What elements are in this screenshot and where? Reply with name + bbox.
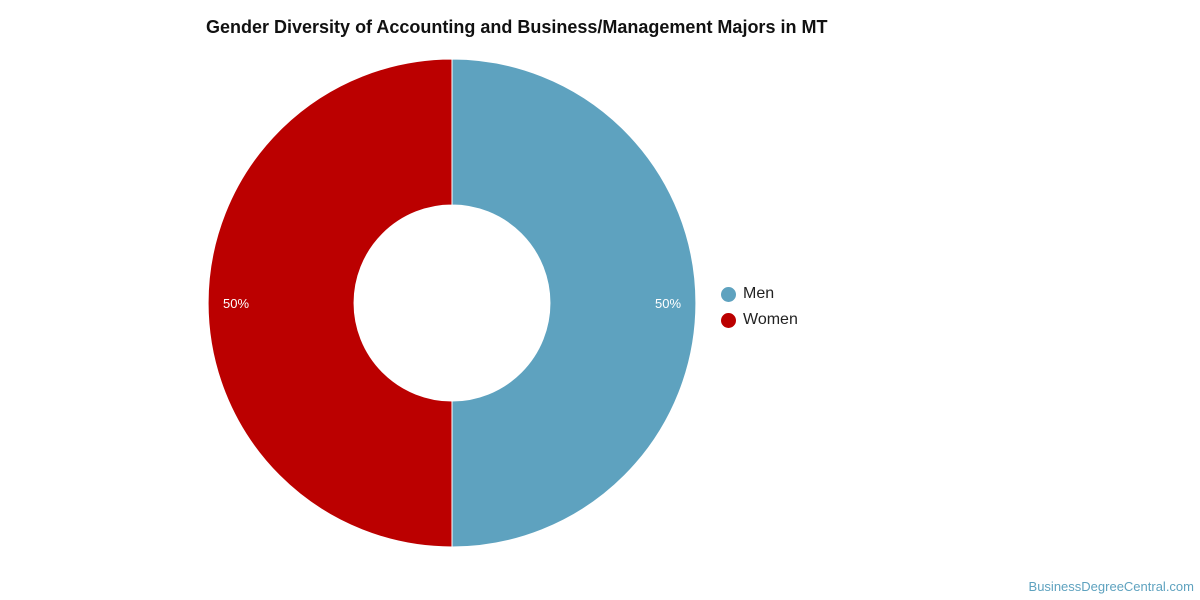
source-watermark[interactable]: BusinessDegreeCentral.com: [1028, 579, 1194, 594]
legend: Men Women: [721, 281, 798, 333]
data-label-women: 50%: [223, 296, 249, 311]
legend-label-women: Women: [743, 311, 798, 328]
slice-women[interactable]: [207, 58, 453, 548]
legend-label-men: Men: [743, 285, 775, 302]
legend-swatch-women: [721, 312, 736, 328]
legend-item-men[interactable]: Men: [721, 281, 798, 307]
legend-swatch-men: [721, 286, 736, 302]
data-label-men: 50%: [655, 296, 681, 311]
slice-men[interactable]: [451, 58, 697, 548]
legend-item-women[interactable]: Women: [721, 307, 798, 333]
chart-title: Gender Diversity of Accounting and Busin…: [206, 17, 828, 37]
